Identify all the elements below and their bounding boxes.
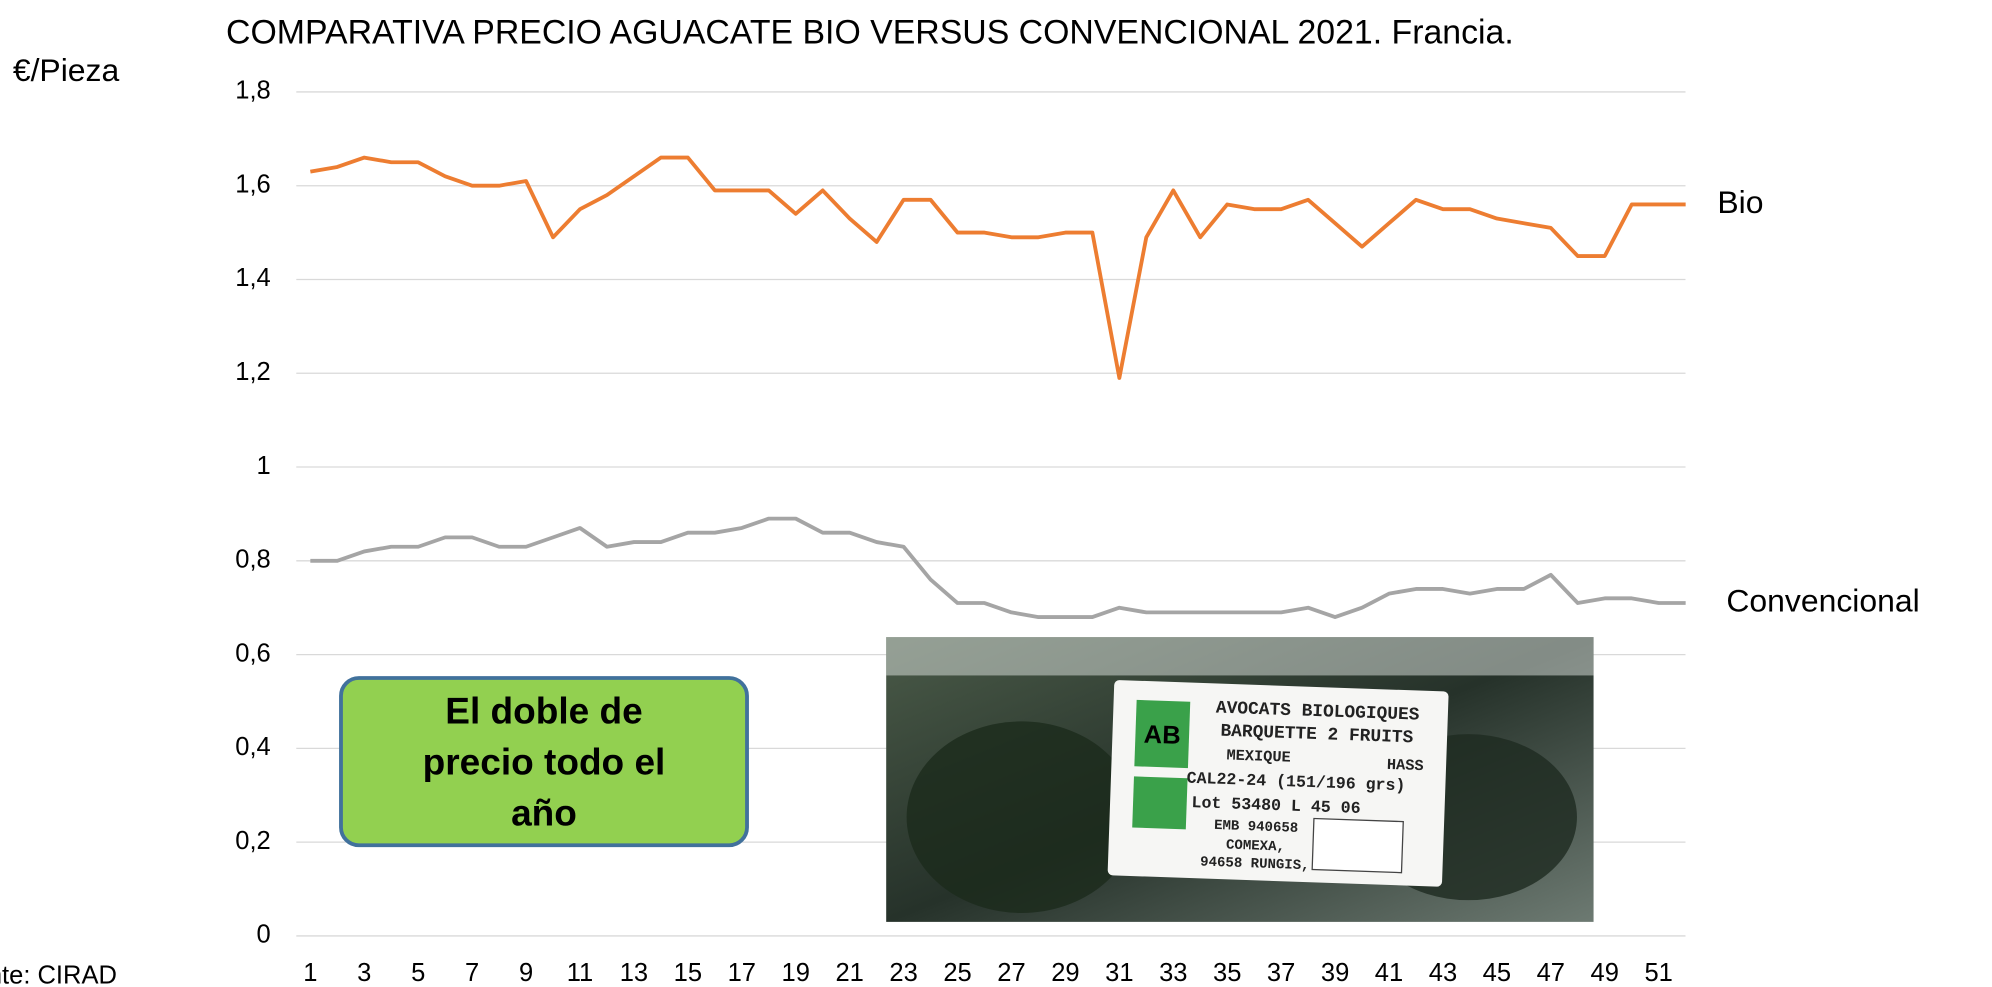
x-tick-label: 49: [1591, 959, 1619, 987]
x-tick-label: 35: [1213, 959, 1241, 987]
photo-label-text: COMEXA,: [1226, 838, 1285, 856]
x-tick-label: 17: [728, 959, 756, 987]
photo-label-text: EMB 940658: [1214, 818, 1299, 837]
x-tick-label: 21: [835, 959, 863, 987]
y-tick-label: 0: [257, 921, 271, 949]
chart-title: COMPARATIVA PRECIO AGUACATE BIO VERSUS C…: [226, 13, 1514, 51]
y-tick-label: 0,8: [235, 546, 270, 574]
annotation-text: precio todo el: [423, 741, 666, 783]
x-tick-label: 47: [1537, 959, 1565, 987]
avocado: [906, 721, 1137, 913]
annotation-box: El doble de precio todo el año: [339, 676, 749, 848]
x-tick-label: 13: [620, 959, 648, 987]
y-tick-label: 1,8: [235, 77, 270, 105]
photo-label-text: AB: [1143, 721, 1181, 750]
x-tick-label: 39: [1321, 959, 1349, 987]
x-tick-label: 45: [1483, 959, 1511, 987]
source: Fuente: CIRAD: [0, 962, 117, 987]
annotation-shape: [339, 676, 749, 848]
y-tick-label: 1,4: [235, 264, 270, 292]
photo-label-text: HASS: [1387, 756, 1424, 775]
series-line: [310, 155, 1686, 380]
x-tick-label: 11: [567, 959, 594, 987]
x-tick-label: 7: [465, 959, 479, 987]
x-tick-label: 25: [943, 959, 971, 987]
series-label: Convencional: [1726, 582, 1919, 618]
x-tick-label: 29: [1051, 959, 1079, 987]
package-edge: [886, 637, 1594, 676]
barcode: [1311, 817, 1404, 874]
eu-logo: [1132, 776, 1188, 830]
annotation-text: año: [511, 792, 577, 834]
x-tick-label: 1: [303, 959, 317, 987]
x-tick-label: 41: [1375, 959, 1403, 987]
y-tick-label: 0,2: [235, 827, 270, 855]
x-tick-label: 33: [1159, 959, 1187, 987]
x-tick-label: 27: [997, 959, 1025, 987]
x-tick-label: 5: [411, 959, 425, 987]
y-tick-label: 1: [257, 452, 271, 480]
series-line: [310, 516, 1686, 619]
x-tick-label: 37: [1267, 959, 1295, 987]
y-tick-label: 1,2: [235, 358, 270, 386]
x-tick-label: 51: [1644, 959, 1672, 987]
ab-logo: [1134, 699, 1191, 769]
x-tick-label: 31: [1105, 959, 1133, 987]
x-tick-label: 43: [1429, 959, 1457, 987]
y-tick-label: 0,4: [235, 733, 270, 761]
series-label: Bio: [1717, 184, 1763, 220]
x-tick-label: 3: [357, 959, 371, 987]
y-axis-label: €/Pieza: [13, 52, 120, 88]
photo-label-text: MEXIQUE: [1226, 746, 1291, 766]
annotation-text: El doble de: [445, 690, 642, 732]
x-tick-label: 15: [674, 959, 702, 987]
x-tick-label: 9: [519, 959, 533, 987]
x-tick-label: 19: [782, 959, 810, 987]
y-tick-label: 1,6: [235, 170, 270, 198]
y-tick-label: 0,6: [235, 639, 270, 667]
x-tick-label: 23: [889, 959, 917, 987]
photo-label-text: 94658 RUNGIS,: [1200, 855, 1310, 875]
